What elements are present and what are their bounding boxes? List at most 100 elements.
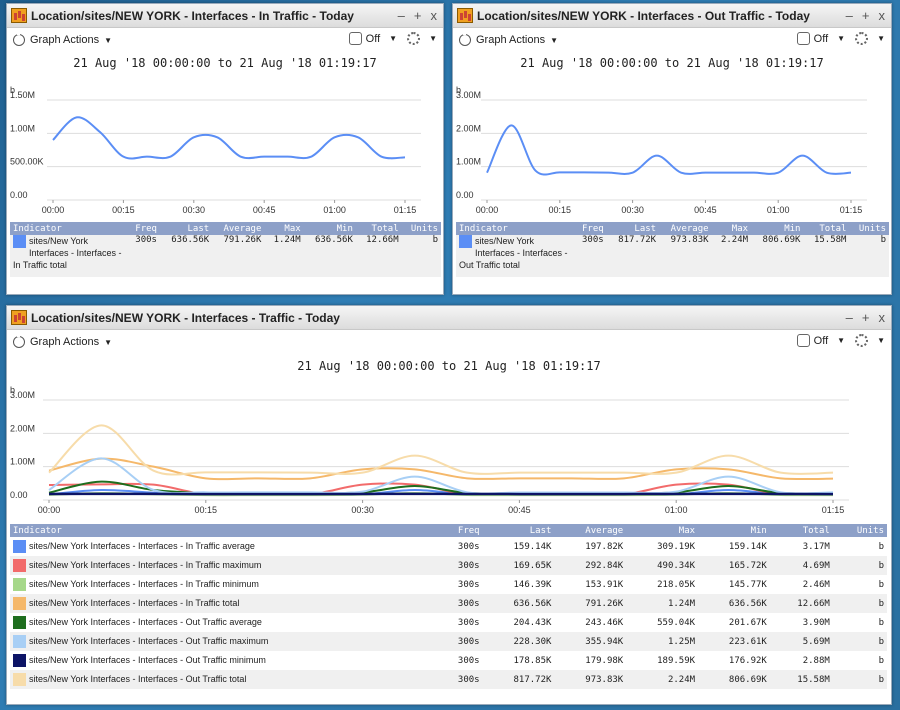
col-indicator[interactable]: Indicator xyxy=(456,222,574,235)
refresh-dropdown[interactable]: Off xyxy=(813,334,829,347)
y-tick-label: 2.00M xyxy=(456,123,481,133)
chevron-down-icon[interactable]: ▼ xyxy=(429,34,437,43)
chart-app-icon xyxy=(11,310,27,325)
col-average[interactable]: Average xyxy=(212,222,265,235)
series-swatch[interactable] xyxy=(13,235,26,248)
indicator-name: sites/New York Interfaces - Interfaces -… xyxy=(29,635,269,646)
col-units[interactable]: Units xyxy=(849,222,889,235)
out-traffic-titlebar[interactable]: Location/sites/NEW YORK - Interfaces - O… xyxy=(453,4,891,28)
series-swatch[interactable] xyxy=(459,235,472,248)
col-max[interactable]: Max xyxy=(711,222,752,235)
gear-icon[interactable] xyxy=(855,334,869,347)
col-indicator[interactable]: Indicator xyxy=(10,524,438,537)
chevron-down-icon[interactable]: ▼ xyxy=(837,34,846,43)
units-value: b xyxy=(878,541,884,552)
min-value: 201.67K xyxy=(728,617,767,628)
in-traffic-legend: Indicator Freq Last Average Max Min Tota… xyxy=(10,222,441,277)
col-min[interactable]: Min xyxy=(698,524,770,537)
col-indicator[interactable]: Indicator xyxy=(10,222,128,235)
units-value: b xyxy=(832,594,887,613)
chevron-down-icon[interactable]: ▼ xyxy=(550,35,559,45)
legend-row[interactable]: sites/New York Interfaces - Interfaces -… xyxy=(10,235,441,277)
x-tick-label: 01:00 xyxy=(665,505,688,515)
gear-icon[interactable] xyxy=(407,32,421,45)
last-value: 146.39K xyxy=(513,579,552,590)
col-total[interactable]: Total xyxy=(803,222,850,235)
col-max[interactable]: Max xyxy=(264,222,304,235)
series-swatch[interactable] xyxy=(13,578,26,591)
average-value: 791.26K xyxy=(554,594,627,613)
maximize-button[interactable]: + xyxy=(861,8,870,23)
refresh-icon[interactable] xyxy=(796,334,810,347)
y-tick-label: 500.00K xyxy=(10,157,44,167)
date-range: 21 Aug '18 00:00:00 to 21 Aug '18 01:19:… xyxy=(297,359,601,373)
indicator-name: sites/New York Interfaces - Interfaces -… xyxy=(29,616,262,627)
series-swatch[interactable] xyxy=(13,654,26,667)
minimize-button[interactable]: – xyxy=(845,8,853,23)
col-average[interactable]: Average xyxy=(554,524,627,537)
legend-row[interactable]: sites/New York Interfaces - Interfaces -… xyxy=(10,613,887,632)
maximize-button[interactable]: + xyxy=(413,8,422,23)
col-units[interactable]: Units xyxy=(832,524,887,537)
chevron-down-icon[interactable]: ▼ xyxy=(877,34,885,43)
legend-row[interactable]: sites/New York Interfaces - Interfaces -… xyxy=(10,556,887,575)
chevron-down-icon[interactable]: ▼ xyxy=(104,35,113,45)
graph-actions-button[interactable]: Graph Actions xyxy=(30,336,100,348)
date-range: 21 Aug '18 00:00:00 to 21 Aug '18 01:19:… xyxy=(73,56,377,70)
traffic-titlebar[interactable]: Location/sites/NEW YORK - Interfaces - T… xyxy=(7,306,891,330)
col-last[interactable]: Last xyxy=(482,524,555,537)
col-freq[interactable]: Freq xyxy=(573,222,607,235)
close-button[interactable]: x xyxy=(878,310,886,325)
chevron-down-icon[interactable]: ▼ xyxy=(389,34,398,43)
col-min[interactable]: Min xyxy=(303,222,356,235)
col-last[interactable]: Last xyxy=(606,222,660,235)
col-freq[interactable]: Freq xyxy=(437,524,483,537)
legend-row[interactable]: sites/New York Interfaces - Interfaces -… xyxy=(10,651,887,670)
legend-row[interactable]: sites/New York Interfaces - Interfaces -… xyxy=(10,632,887,651)
series-swatch[interactable] xyxy=(13,540,26,553)
series-swatch[interactable] xyxy=(13,616,26,629)
minimize-button[interactable]: – xyxy=(845,310,853,325)
refresh-dropdown[interactable]: Off xyxy=(365,32,381,45)
graph-actions-button[interactable]: Graph Actions xyxy=(30,34,100,46)
in-traffic-titlebar[interactable]: Location/sites/NEW YORK - Interfaces - I… xyxy=(7,4,443,28)
col-total[interactable]: Total xyxy=(769,524,833,537)
series-swatch[interactable] xyxy=(13,597,26,610)
col-max[interactable]: Max xyxy=(626,524,699,537)
legend-row[interactable]: sites/New York Interfaces - Interfaces -… xyxy=(10,575,887,594)
close-button[interactable]: x xyxy=(878,8,886,23)
col-min[interactable]: Min xyxy=(751,222,804,235)
col-freq[interactable]: Freq xyxy=(127,222,160,235)
close-button[interactable]: x xyxy=(430,8,438,23)
legend-row[interactable]: sites/New York Interfaces - Interfaces -… xyxy=(10,537,887,556)
x-tick-label: 00:30 xyxy=(351,505,374,515)
chevron-down-icon[interactable]: ▼ xyxy=(104,337,113,347)
legend-row[interactable]: sites/New York Interfaces - Interfaces -… xyxy=(10,670,887,689)
col-units[interactable]: Units xyxy=(401,222,441,235)
minimize-button[interactable]: – xyxy=(397,8,405,23)
series-swatch[interactable] xyxy=(13,673,26,686)
legend-row[interactable]: sites/New York Interfaces - Interfaces -… xyxy=(10,594,887,613)
chevron-down-icon[interactable]: ▼ xyxy=(837,336,846,345)
gear-icon[interactable] xyxy=(855,32,869,45)
refresh-icon[interactable] xyxy=(796,32,810,45)
max-value: 1.25M xyxy=(626,632,699,651)
col-average[interactable]: Average xyxy=(659,222,712,235)
refresh-icon[interactable] xyxy=(348,32,362,45)
indicator-name: sites/New York Interfaces - Interfaces -… xyxy=(29,597,240,608)
x-tick-label: 00:45 xyxy=(253,205,276,215)
graph-actions-icon xyxy=(13,32,25,46)
maximize-button[interactable]: + xyxy=(861,310,870,325)
col-total[interactable]: Total xyxy=(355,222,402,235)
y-tick-label: 0.00 xyxy=(456,190,474,200)
refresh-dropdown[interactable]: Off xyxy=(813,32,829,45)
y-tick-label: 0.00 xyxy=(10,190,28,200)
graph-actions-button[interactable]: Graph Actions xyxy=(476,34,546,46)
col-last[interactable]: Last xyxy=(159,222,213,235)
indicator-name: sites/New York Interfaces - Interfaces -… xyxy=(29,654,266,665)
y-tick-label: 1.00M xyxy=(456,157,481,167)
chevron-down-icon[interactable]: ▼ xyxy=(877,336,885,345)
series-swatch[interactable] xyxy=(13,635,26,648)
series-swatch[interactable] xyxy=(13,559,26,572)
legend-row[interactable]: sites/New York Interfaces - Interfaces -… xyxy=(456,235,889,277)
